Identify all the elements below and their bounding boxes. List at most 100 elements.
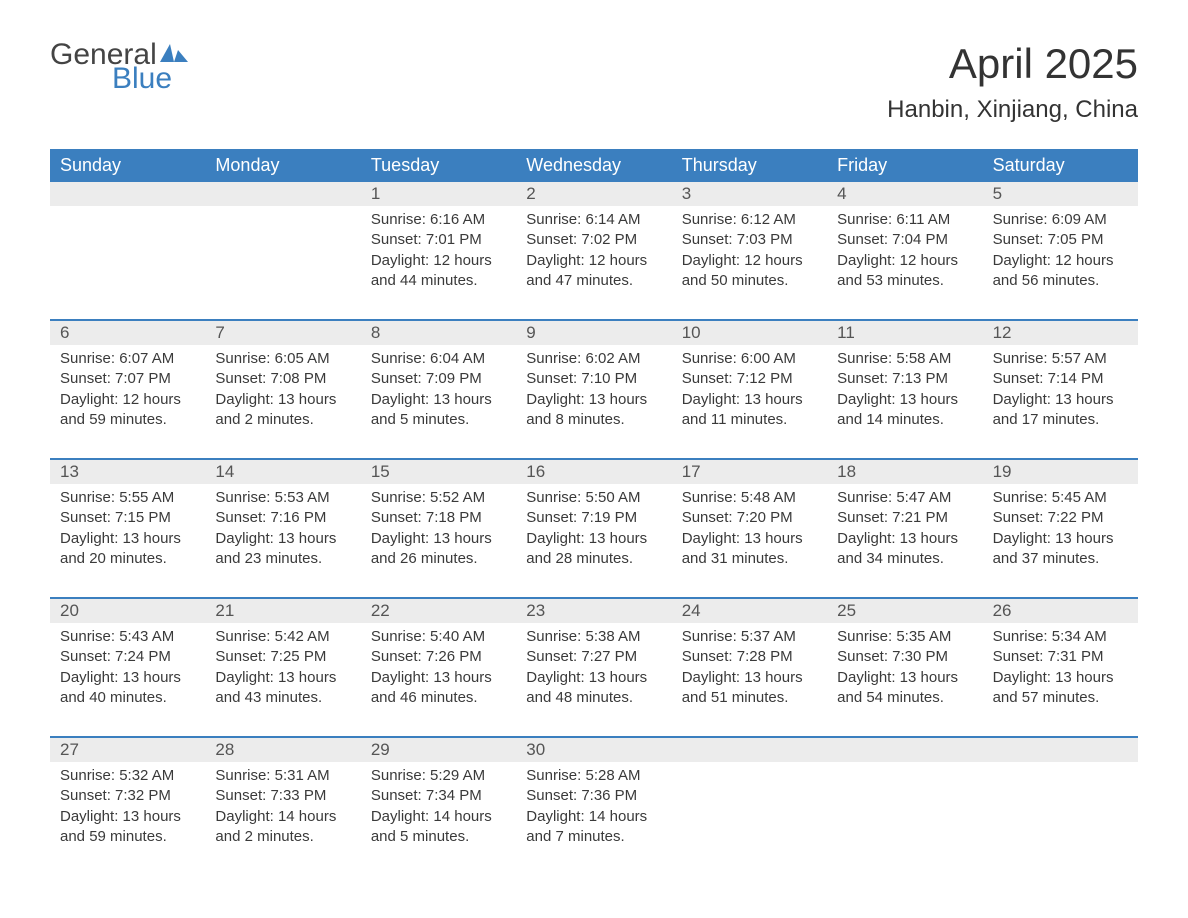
- sunrise-text: Sunrise: 5:40 AM: [371, 627, 506, 647]
- day-content: Sunrise: 6:00 AMSunset: 7:12 PMDaylight:…: [672, 345, 827, 430]
- sunrise-text: Sunrise: 6:12 AM: [682, 210, 817, 230]
- day-cell: 17Sunrise: 5:48 AMSunset: 7:20 PMDayligh…: [672, 460, 827, 597]
- day-number: [672, 738, 827, 762]
- sunrise-text: Sunrise: 6:14 AM: [526, 210, 661, 230]
- day-cell: 19Sunrise: 5:45 AMSunset: 7:22 PMDayligh…: [983, 460, 1138, 597]
- day-cell: 13Sunrise: 5:55 AMSunset: 7:15 PMDayligh…: [50, 460, 205, 597]
- day-content: Sunrise: 5:57 AMSunset: 7:14 PMDaylight:…: [983, 345, 1138, 430]
- day-content: Sunrise: 6:14 AMSunset: 7:02 PMDaylight:…: [516, 206, 671, 291]
- sunrise-text: Sunrise: 5:48 AM: [682, 488, 817, 508]
- day-content: Sunrise: 5:52 AMSunset: 7:18 PMDaylight:…: [361, 484, 516, 569]
- sunrise-text: Sunrise: 5:55 AM: [60, 488, 195, 508]
- weekday-label: Thursday: [672, 149, 827, 182]
- day-cell: 30Sunrise: 5:28 AMSunset: 7:36 PMDayligh…: [516, 738, 671, 875]
- sunset-text: Sunset: 7:12 PM: [682, 369, 817, 389]
- day-number: 6: [50, 321, 205, 345]
- sunrise-text: Sunrise: 6:07 AM: [60, 349, 195, 369]
- day-number: [827, 738, 982, 762]
- sunrise-text: Sunrise: 6:11 AM: [837, 210, 972, 230]
- day-content: Sunrise: 5:29 AMSunset: 7:34 PMDaylight:…: [361, 762, 516, 847]
- sunrise-text: Sunrise: 5:37 AM: [682, 627, 817, 647]
- daylight-text: Daylight: 12 hours and 56 minutes.: [993, 251, 1128, 292]
- sunrise-text: Sunrise: 6:02 AM: [526, 349, 661, 369]
- daylight-text: Daylight: 14 hours and 5 minutes.: [371, 807, 506, 848]
- sunset-text: Sunset: 7:27 PM: [526, 647, 661, 667]
- day-content: Sunrise: 5:34 AMSunset: 7:31 PMDaylight:…: [983, 623, 1138, 708]
- daylight-text: Daylight: 13 hours and 23 minutes.: [215, 529, 350, 570]
- weekday-label: Sunday: [50, 149, 205, 182]
- sunset-text: Sunset: 7:03 PM: [682, 230, 817, 250]
- daylight-text: Daylight: 13 hours and 31 minutes.: [682, 529, 817, 570]
- logo-text-blue: Blue: [112, 64, 188, 94]
- daylight-text: Daylight: 13 hours and 48 minutes.: [526, 668, 661, 709]
- sunset-text: Sunset: 7:08 PM: [215, 369, 350, 389]
- sunrise-text: Sunrise: 5:42 AM: [215, 627, 350, 647]
- daylight-text: Daylight: 13 hours and 43 minutes.: [215, 668, 350, 709]
- day-number: 22: [361, 599, 516, 623]
- sunset-text: Sunset: 7:21 PM: [837, 508, 972, 528]
- sunset-text: Sunset: 7:22 PM: [993, 508, 1128, 528]
- day-cell: 10Sunrise: 6:00 AMSunset: 7:12 PMDayligh…: [672, 321, 827, 458]
- day-number: 26: [983, 599, 1138, 623]
- sunset-text: Sunset: 7:02 PM: [526, 230, 661, 250]
- daylight-text: Daylight: 13 hours and 2 minutes.: [215, 390, 350, 431]
- day-number: 19: [983, 460, 1138, 484]
- sunset-text: Sunset: 7:18 PM: [371, 508, 506, 528]
- day-number: 29: [361, 738, 516, 762]
- sunset-text: Sunset: 7:14 PM: [993, 369, 1128, 389]
- sunset-text: Sunset: 7:34 PM: [371, 786, 506, 806]
- daylight-text: Daylight: 14 hours and 7 minutes.: [526, 807, 661, 848]
- title-section: April 2025 Hanbin, Xinjiang, China: [887, 40, 1138, 124]
- day-cell: 1Sunrise: 6:16 AMSunset: 7:01 PMDaylight…: [361, 182, 516, 319]
- sunrise-text: Sunrise: 5:31 AM: [215, 766, 350, 786]
- daylight-text: Daylight: 13 hours and 40 minutes.: [60, 668, 195, 709]
- sunset-text: Sunset: 7:26 PM: [371, 647, 506, 667]
- day-content: Sunrise: 6:04 AMSunset: 7:09 PMDaylight:…: [361, 345, 516, 430]
- day-number: 30: [516, 738, 671, 762]
- day-content: Sunrise: 6:16 AMSunset: 7:01 PMDaylight:…: [361, 206, 516, 291]
- day-cell: 20Sunrise: 5:43 AMSunset: 7:24 PMDayligh…: [50, 599, 205, 736]
- day-content: Sunrise: 5:28 AMSunset: 7:36 PMDaylight:…: [516, 762, 671, 847]
- day-number: 24: [672, 599, 827, 623]
- day-content: Sunrise: 5:58 AMSunset: 7:13 PMDaylight:…: [827, 345, 982, 430]
- daylight-text: Daylight: 13 hours and 20 minutes.: [60, 529, 195, 570]
- week-row: 27Sunrise: 5:32 AMSunset: 7:32 PMDayligh…: [50, 736, 1138, 875]
- location-text: Hanbin, Xinjiang, China: [887, 96, 1138, 124]
- sunrise-text: Sunrise: 6:05 AM: [215, 349, 350, 369]
- weekday-label: Wednesday: [516, 149, 671, 182]
- daylight-text: Daylight: 12 hours and 44 minutes.: [371, 251, 506, 292]
- daylight-text: Daylight: 13 hours and 51 minutes.: [682, 668, 817, 709]
- day-cell: 23Sunrise: 5:38 AMSunset: 7:27 PMDayligh…: [516, 599, 671, 736]
- day-cell: 21Sunrise: 5:42 AMSunset: 7:25 PMDayligh…: [205, 599, 360, 736]
- sunset-text: Sunset: 7:04 PM: [837, 230, 972, 250]
- day-content: Sunrise: 6:11 AMSunset: 7:04 PMDaylight:…: [827, 206, 982, 291]
- day-number: 8: [361, 321, 516, 345]
- day-content: Sunrise: 5:32 AMSunset: 7:32 PMDaylight:…: [50, 762, 205, 847]
- day-content: Sunrise: 5:55 AMSunset: 7:15 PMDaylight:…: [50, 484, 205, 569]
- day-content: Sunrise: 6:12 AMSunset: 7:03 PMDaylight:…: [672, 206, 827, 291]
- day-cell: 7Sunrise: 6:05 AMSunset: 7:08 PMDaylight…: [205, 321, 360, 458]
- sunrise-text: Sunrise: 5:45 AM: [993, 488, 1128, 508]
- day-number: 12: [983, 321, 1138, 345]
- day-number: [50, 182, 205, 206]
- daylight-text: Daylight: 13 hours and 34 minutes.: [837, 529, 972, 570]
- sunset-text: Sunset: 7:10 PM: [526, 369, 661, 389]
- daylight-text: Daylight: 12 hours and 50 minutes.: [682, 251, 817, 292]
- day-cell: 5Sunrise: 6:09 AMSunset: 7:05 PMDaylight…: [983, 182, 1138, 319]
- daylight-text: Daylight: 13 hours and 17 minutes.: [993, 390, 1128, 431]
- daylight-text: Daylight: 13 hours and 11 minutes.: [682, 390, 817, 431]
- day-cell: 2Sunrise: 6:14 AMSunset: 7:02 PMDaylight…: [516, 182, 671, 319]
- daylight-text: Daylight: 12 hours and 47 minutes.: [526, 251, 661, 292]
- day-content: Sunrise: 6:07 AMSunset: 7:07 PMDaylight:…: [50, 345, 205, 430]
- day-number: 9: [516, 321, 671, 345]
- day-cell: 3Sunrise: 6:12 AMSunset: 7:03 PMDaylight…: [672, 182, 827, 319]
- sunset-text: Sunset: 7:13 PM: [837, 369, 972, 389]
- day-number: 13: [50, 460, 205, 484]
- day-cell: 18Sunrise: 5:47 AMSunset: 7:21 PMDayligh…: [827, 460, 982, 597]
- weekday-label: Tuesday: [361, 149, 516, 182]
- daylight-text: Daylight: 13 hours and 46 minutes.: [371, 668, 506, 709]
- sunrise-text: Sunrise: 5:28 AM: [526, 766, 661, 786]
- day-cell: [672, 738, 827, 875]
- sunrise-text: Sunrise: 6:09 AM: [993, 210, 1128, 230]
- sunrise-text: Sunrise: 5:43 AM: [60, 627, 195, 647]
